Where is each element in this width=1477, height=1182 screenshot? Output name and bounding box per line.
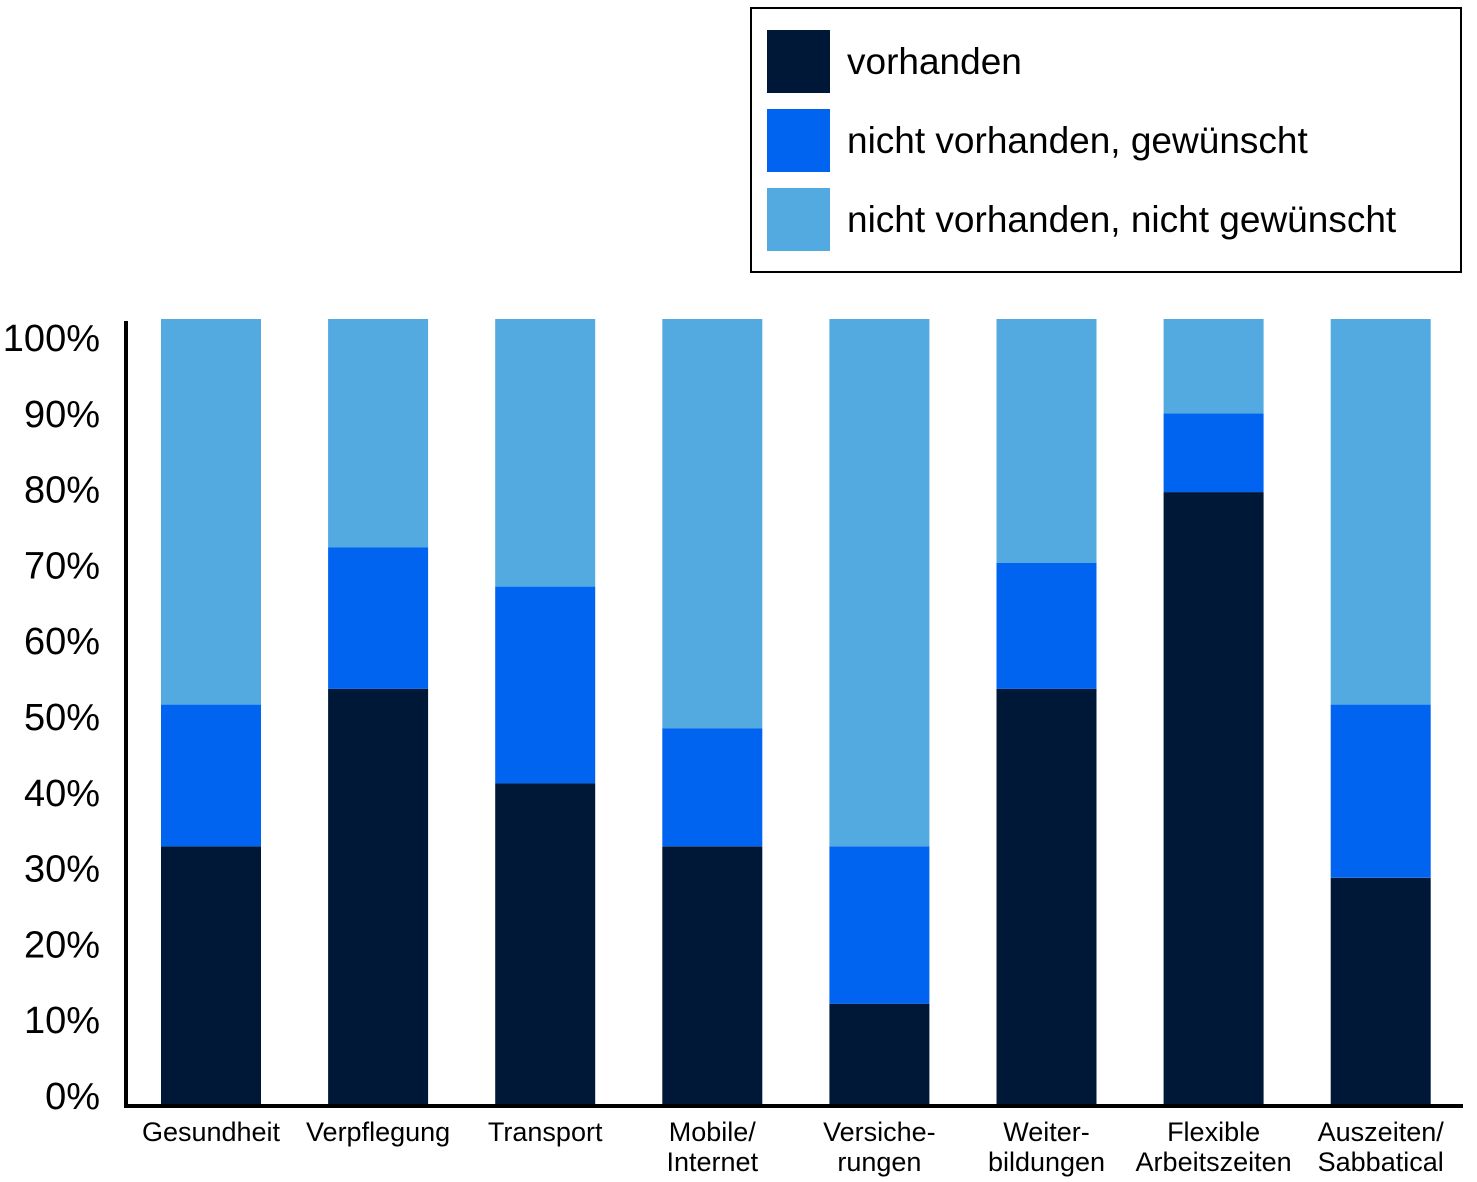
bar-segment xyxy=(1330,319,1431,705)
bar-segment xyxy=(1163,319,1264,414)
bar-segment xyxy=(996,319,1097,563)
bar-segment xyxy=(662,846,763,1106)
bar-segment xyxy=(996,688,1097,1106)
bar-segment xyxy=(1330,877,1431,1106)
x-category-label: Sabbatical xyxy=(1318,1147,1444,1177)
legend-frame xyxy=(750,7,1462,273)
x-category-label: Auszeiten/ xyxy=(1318,1117,1445,1147)
bar-segment xyxy=(1330,704,1431,878)
bar-segment xyxy=(829,319,930,847)
x-category-label: Weiter- xyxy=(1003,1117,1090,1147)
y-tick-label: 40% xyxy=(24,773,100,815)
bar-segment xyxy=(161,704,261,847)
bar-segment xyxy=(1163,413,1264,493)
legend-swatch xyxy=(767,109,830,172)
y-axis-ticks: 0% 10% 20% 30% 40% 50% 60% 70% 80% 90% 100% xyxy=(3,318,100,1118)
legend-swatch xyxy=(767,188,830,251)
x-category-label: Arbeitszeiten xyxy=(1136,1147,1292,1177)
bar-segment xyxy=(996,563,1097,689)
legend-label: vorhanden xyxy=(847,41,1022,82)
legend: vorhanden nicht vorhanden, gewünscht nicht… xyxy=(750,7,1462,273)
x-category-label: Mobile/ xyxy=(669,1117,757,1147)
bar-segment xyxy=(662,728,763,847)
bar-segment xyxy=(161,846,261,1106)
x-category-label: Internet xyxy=(667,1147,759,1177)
legend-label: nicht vorhanden, gewünscht xyxy=(847,120,1308,161)
bars xyxy=(161,319,1431,1107)
x-category-label: Verpflegung xyxy=(306,1117,450,1147)
bar-segment xyxy=(1163,492,1264,1107)
y-tick-label: 60% xyxy=(24,621,100,663)
x-category-label: Versiche- xyxy=(823,1117,936,1147)
bar-segment xyxy=(662,319,763,729)
bar-segment xyxy=(829,846,930,1004)
bar-segment xyxy=(829,1003,930,1106)
legend-swatch xyxy=(767,30,830,93)
x-category-label: rungen xyxy=(837,1147,921,1177)
legend-label: nicht vorhanden, nicht gewünscht xyxy=(847,199,1397,240)
bar-segment xyxy=(495,586,596,784)
x-category-label: Flexible xyxy=(1167,1117,1260,1147)
y-tick-label: 0% xyxy=(45,1076,100,1118)
bar-segment xyxy=(328,547,429,689)
y-tick-label: 70% xyxy=(24,545,100,587)
x-category-label: Transport xyxy=(488,1117,603,1147)
x-axis-labels: Gesundheit Verpflegung Transport Mobile/Int… xyxy=(142,1117,1444,1177)
y-tick-label: 50% xyxy=(24,697,100,739)
y-tick-label: 90% xyxy=(24,394,100,436)
bar-segment xyxy=(161,319,261,705)
bar-segment xyxy=(495,319,596,587)
bar-segment xyxy=(328,688,429,1106)
x-category-label: bildungen xyxy=(988,1147,1105,1177)
y-tick-label: 20% xyxy=(24,924,100,966)
x-category-label: Gesundheit xyxy=(142,1117,281,1147)
bar-segment xyxy=(328,319,429,548)
y-tick-label: 10% xyxy=(24,1000,100,1042)
y-tick-label: 30% xyxy=(24,849,100,891)
y-tick-label: 80% xyxy=(24,470,100,512)
bar-segment xyxy=(495,783,596,1106)
y-tick-label: 100% xyxy=(3,318,100,360)
